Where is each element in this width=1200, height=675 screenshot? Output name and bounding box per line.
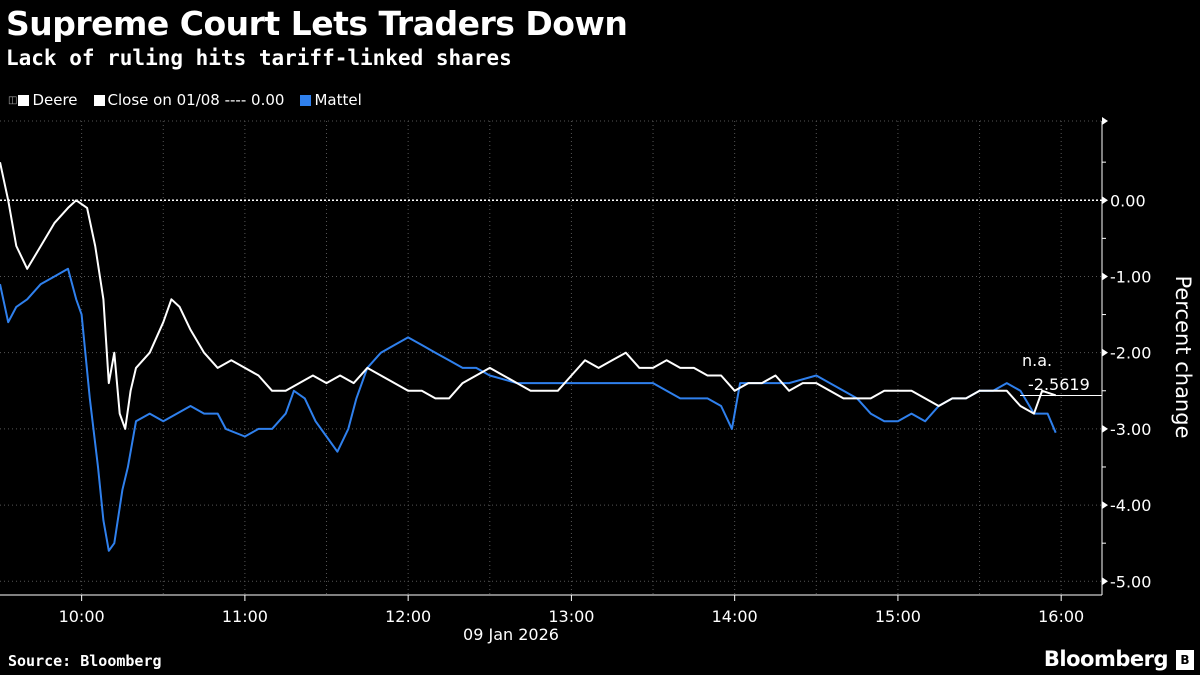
legend-swatch bbox=[300, 94, 312, 106]
y-axis-title: Percent change bbox=[1171, 276, 1195, 439]
legend-label: Close on 01/08 ---- 0.00 bbox=[107, 91, 285, 109]
x-tick-label: 14:00 bbox=[712, 607, 758, 626]
legend-label: Deere bbox=[32, 91, 78, 109]
x-tick-label: 16:00 bbox=[1038, 607, 1084, 626]
chart-title: Supreme Court Lets Traders Down bbox=[6, 4, 628, 43]
y-axis-top-marker bbox=[1102, 117, 1108, 125]
y-tick-label: -3.00 bbox=[1110, 420, 1151, 439]
y-tick-label: -1.00 bbox=[1110, 267, 1151, 286]
bloomberg-logo: Bloomberg bbox=[1043, 647, 1169, 671]
legend-item-close: Close on 01/08 ---- 0.00 bbox=[93, 91, 285, 109]
chart-subtitle: Lack of ruling hits tariff-linked shares bbox=[6, 46, 512, 70]
bloomberg-badge-icon: B bbox=[1176, 650, 1194, 670]
legend-item-mattel: Mattel bbox=[300, 91, 362, 109]
x-tick-label: 13:00 bbox=[548, 607, 594, 626]
y-tick-label: -2.00 bbox=[1110, 344, 1151, 363]
legend-swatch bbox=[18, 94, 30, 106]
x-tick-label: 15:00 bbox=[875, 607, 921, 626]
legend-label: Mattel bbox=[314, 91, 362, 109]
series-line-mattel bbox=[0, 267, 1057, 552]
source-note: Source: Bloomberg bbox=[8, 652, 162, 670]
annotation-last-value: -2.5619 bbox=[1028, 375, 1090, 394]
y-tick-label: -4.00 bbox=[1110, 496, 1151, 515]
annotation-na: n.a. bbox=[1022, 351, 1052, 370]
series-line-deere bbox=[0, 161, 1057, 430]
x-tick-label: 12:00 bbox=[385, 607, 431, 626]
x-tick-label: 10:00 bbox=[59, 607, 105, 626]
y-tick-label: -5.00 bbox=[1110, 572, 1151, 591]
legend-item-deere: ◫ Deere bbox=[8, 91, 78, 109]
x-tick-label: 11:00 bbox=[222, 607, 268, 626]
candlestick-icon: ◫ bbox=[8, 94, 18, 106]
legend-swatch bbox=[93, 94, 105, 106]
legend: ◫ Deere Close on 01/08 ---- 0.00 Mattel bbox=[8, 91, 372, 109]
y-tick-label: 0.00 bbox=[1110, 191, 1146, 210]
x-axis-date-label: 09 Jan 2026 bbox=[463, 625, 559, 644]
